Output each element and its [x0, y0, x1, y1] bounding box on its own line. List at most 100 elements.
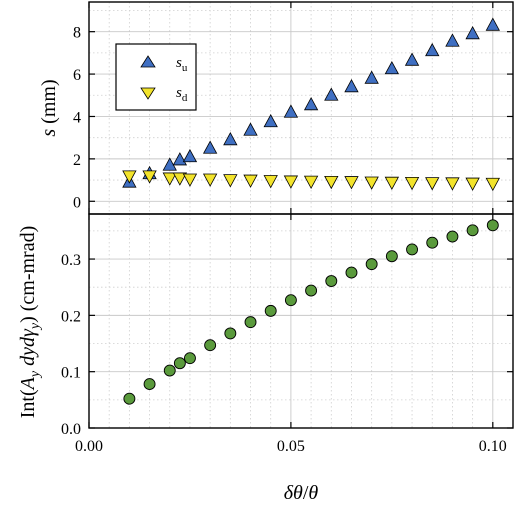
sd-point — [223, 174, 238, 188]
sd-point — [142, 170, 157, 184]
bot-ylabel-dyd: dyd — [17, 336, 39, 371]
su-point — [263, 113, 278, 128]
top-y-tick-label: 8 — [73, 25, 81, 42]
top-y-axis-label: s (mm) — [38, 79, 60, 136]
su-point — [384, 60, 400, 75]
bottom-y-tick-label: 0.3 — [61, 252, 81, 269]
integral-point — [264, 304, 277, 317]
integral-point — [123, 392, 136, 405]
integral-point — [345, 266, 358, 279]
top-y-tick-label: 6 — [73, 67, 81, 84]
integral-point — [184, 352, 196, 365]
sd-point — [344, 176, 359, 190]
x-tick-label: 0.05 — [277, 438, 305, 455]
xlabel-dtheta: δθ — [284, 482, 303, 504]
sd-point — [445, 177, 460, 191]
su-point — [162, 157, 177, 171]
sd-point — [182, 173, 198, 187]
top-panel-markers — [122, 17, 500, 192]
su-point — [364, 70, 379, 84]
integral-point — [244, 316, 257, 329]
legend-su-sub: u — [182, 62, 188, 74]
bot-ylabel-sub2: y — [28, 322, 43, 331]
legend-su-base: s — [176, 55, 182, 71]
sd-point — [202, 173, 218, 187]
bottom-panel-grid — [89, 214, 513, 428]
top-y-tick-label: 0 — [73, 194, 81, 211]
sd-point — [364, 176, 379, 190]
sd-point — [263, 175, 278, 189]
x-tick-label: 0.00 — [75, 438, 103, 455]
su-point — [223, 131, 238, 146]
su-point — [404, 52, 420, 66]
integral-point — [426, 236, 439, 249]
legend-sd-sub: d — [182, 92, 188, 104]
legend-label-sd: sd — [176, 85, 188, 104]
legend-box — [115, 43, 197, 111]
sd-point — [465, 177, 480, 191]
sd-point — [425, 177, 440, 191]
bottom-y-axis-label: Int(Ay dydγy) (cm-mrad) — [17, 226, 43, 419]
top-ylabel-s: s — [38, 129, 60, 137]
integral-point — [163, 364, 176, 377]
top-panel-ticks: 0 2 4 6 8 — [73, 2, 513, 214]
integral-point — [446, 230, 459, 243]
bottom-panel-ticks: 0.0 0.1 0.2 0.3 0.00 0.05 0.10 — [61, 214, 513, 455]
su-point — [485, 17, 500, 31]
sd-point — [283, 175, 299, 189]
integral-point — [385, 250, 398, 263]
integral-point — [224, 327, 237, 340]
bottom-panel-markers — [123, 219, 499, 405]
bottom-panel-frame — [88, 213, 514, 429]
su-point — [283, 104, 299, 118]
bot-ylabel-gamma: γ — [17, 328, 39, 337]
legend-sd-base: s — [176, 85, 182, 101]
su-point — [303, 96, 319, 111]
integral-point — [325, 275, 338, 287]
integral-point — [173, 357, 186, 370]
xlabel-slash: / — [303, 482, 309, 504]
sd-point — [384, 176, 400, 191]
integral-point — [486, 219, 499, 232]
sd-point — [122, 170, 137, 184]
legend-label-su: su — [176, 55, 188, 74]
bot-ylabel-unit: ) (cm-mrad) — [17, 226, 39, 323]
sd-point — [243, 174, 258, 188]
su-point — [445, 33, 460, 47]
su-point — [344, 78, 359, 93]
sd-point — [172, 172, 188, 186]
integral-point — [143, 378, 156, 391]
integral-point — [365, 258, 378, 271]
integral-point — [284, 294, 297, 307]
bottom-y-tick-label: 0.2 — [61, 308, 81, 325]
xlabel-theta: θ — [308, 482, 318, 504]
bot-ylabel-int: Int( — [17, 389, 39, 418]
su-point — [465, 25, 480, 40]
bot-ylabel-sub1: y — [28, 370, 43, 379]
sd-point — [404, 177, 420, 191]
integral-point — [466, 224, 479, 237]
top-y-tick-label: 4 — [73, 109, 81, 126]
su-point — [202, 140, 218, 154]
integral-point — [406, 243, 418, 256]
sd-point — [303, 175, 319, 189]
integral-point — [305, 284, 318, 297]
legend: su sd — [115, 43, 197, 111]
sd-point — [485, 177, 500, 192]
sd-point — [162, 172, 177, 186]
su-point — [324, 87, 339, 101]
sd-point — [324, 175, 339, 190]
integral-point — [204, 339, 217, 352]
x-tick-label: 0.10 — [479, 438, 507, 455]
top-ylabel-unit: (mm) — [38, 79, 60, 128]
legend-marker-sd — [140, 87, 156, 100]
su-point — [425, 42, 440, 57]
bottom-y-tick-label: 0.1 — [61, 365, 81, 382]
bot-ylabel-a: A — [17, 376, 39, 391]
top-y-tick-label: 2 — [73, 152, 81, 169]
bottom-y-tick-label: 0.0 — [61, 421, 81, 438]
su-point — [182, 148, 198, 163]
su-point — [243, 122, 258, 136]
legend-marker-su — [140, 55, 156, 68]
